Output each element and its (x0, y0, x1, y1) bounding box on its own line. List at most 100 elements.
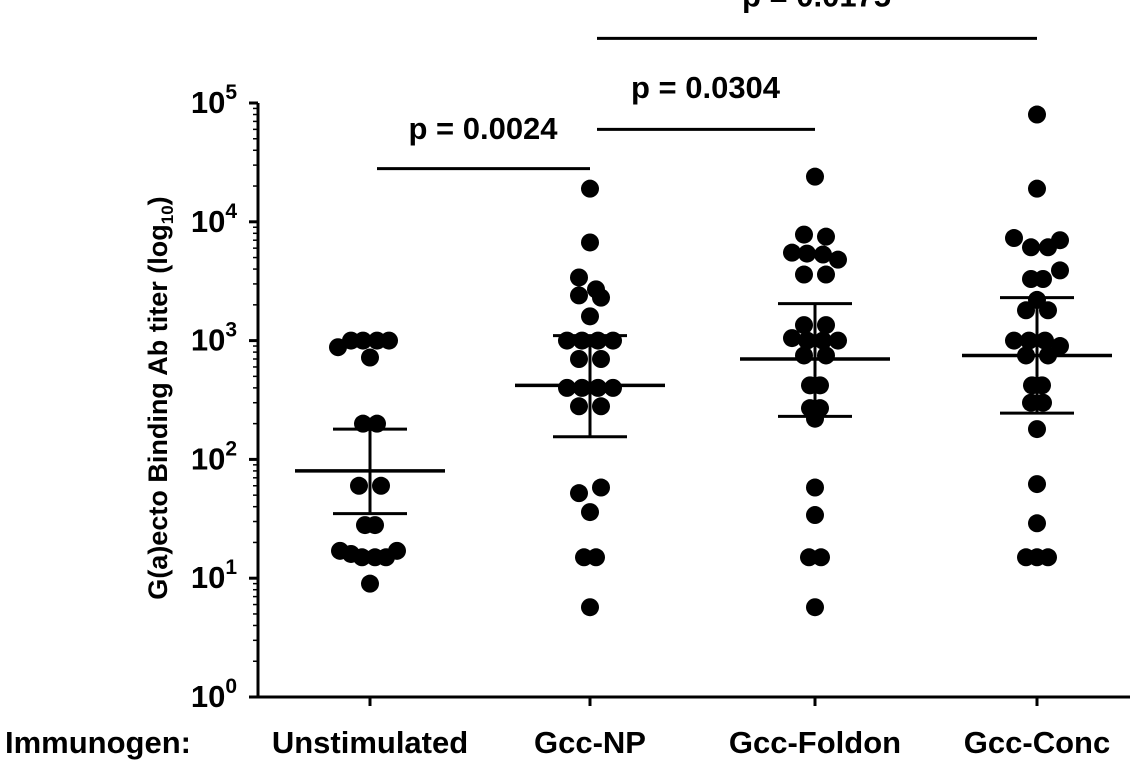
x-axis-label: Immunogen: (5, 725, 191, 760)
data-point (817, 316, 835, 335)
y-tick-label: 101 (191, 556, 237, 595)
data-point (1028, 105, 1046, 124)
data-point (817, 346, 835, 365)
y-tick-exponent: 3 (225, 319, 237, 342)
mean-error-bars (295, 296, 1112, 516)
data-point (814, 245, 832, 264)
data-point (1028, 475, 1046, 494)
data-point (581, 307, 599, 326)
y-tick-label: 104 (191, 200, 237, 239)
significance-annotations: p = 0.0024 p = 0.0304 p = 0.0175 (377, 0, 1037, 171)
data-point (558, 378, 576, 397)
x-tick-label: Gcc-Conc (964, 725, 1110, 760)
data-point (589, 378, 607, 397)
data-point (581, 503, 599, 522)
data-point (570, 268, 588, 287)
data-point (1039, 238, 1057, 257)
data-point (795, 346, 813, 365)
data-point (1028, 514, 1046, 533)
y-tick-exponent: 1 (225, 556, 237, 579)
p-value-label: p = 0.0024 (408, 111, 558, 146)
p-value-label: p = 0.0175 (742, 0, 891, 13)
data-point (814, 331, 832, 350)
x-ticks: Unstimulated Gcc-NP Gcc-Foldon Gcc-Conc (272, 697, 1110, 760)
data-point (587, 548, 605, 567)
data-point (795, 265, 813, 284)
y-tick-label: 103 (191, 319, 237, 358)
data-point (581, 179, 599, 198)
data-point (806, 506, 824, 525)
data-point (829, 331, 847, 350)
data-point (1017, 301, 1035, 320)
data-point (806, 478, 824, 497)
data-point (783, 329, 801, 348)
data-point (1036, 331, 1054, 350)
data-point (1039, 548, 1057, 567)
data-point (783, 243, 801, 262)
data-point (1051, 261, 1069, 280)
data-point (1028, 420, 1046, 439)
data-point (1034, 270, 1052, 289)
y-axis-label: G(a)ecto Binding Ab titer (log10) (143, 196, 177, 599)
y-axis-label-subscript: 10 (158, 205, 177, 224)
y-tick-base: 10 (191, 441, 225, 476)
y-tick-label: 105 (191, 81, 237, 120)
data-point (581, 233, 599, 252)
y-axis-label-text: G(a)ecto Binding Ab titer (log (143, 224, 173, 599)
data-point (604, 378, 622, 397)
data-point (388, 541, 406, 560)
data-point (372, 476, 390, 495)
p-value-label: p = 0.0304 (631, 70, 781, 105)
data-point (570, 484, 588, 503)
data-point (592, 478, 610, 497)
data-point (570, 350, 588, 369)
data-point (350, 476, 368, 495)
y-tick-base: 10 (191, 204, 225, 239)
data-point (795, 316, 813, 335)
y-tick-base: 10 (191, 560, 225, 595)
data-point (1005, 229, 1023, 248)
data-point (573, 378, 591, 397)
data-point (570, 397, 588, 416)
data-point (1020, 331, 1038, 350)
x-tick-label: Unstimulated (272, 725, 468, 760)
x-tick-label: Gcc-Foldon (729, 725, 901, 760)
data-point (581, 598, 599, 617)
data-point (570, 286, 588, 305)
y-tick-label: 100 (191, 675, 237, 714)
data-point (829, 250, 847, 269)
data-point (1039, 301, 1057, 320)
data-point (817, 227, 835, 246)
y-tick-exponent: 5 (225, 81, 237, 104)
data-point (592, 288, 610, 307)
x-tick-label: Gcc-NP (534, 725, 646, 760)
data-point (812, 548, 830, 567)
data-point (795, 225, 813, 244)
data-point (592, 397, 610, 416)
data-point (798, 331, 816, 350)
y-tick-exponent: 2 (225, 437, 237, 460)
data-point (366, 516, 384, 535)
data-point (806, 598, 824, 617)
data-point (1022, 238, 1040, 257)
data-point (817, 265, 835, 284)
data-point (798, 244, 816, 263)
data-point (1028, 179, 1046, 198)
data-point (361, 574, 379, 593)
data-point (354, 331, 372, 350)
y-tick-base: 10 (191, 679, 225, 714)
data-point (380, 331, 398, 350)
data-point (353, 548, 371, 567)
data-point (592, 350, 610, 369)
y-tick-exponent: 4 (225, 200, 237, 223)
axes (256, 103, 1130, 699)
y-tick-base: 10 (191, 85, 225, 120)
y-tick-exponent: 0 (225, 675, 237, 698)
data-points (329, 105, 1069, 617)
y-axis-label-suffix: ) (143, 196, 173, 205)
data-point (361, 348, 379, 367)
y-tick-label: 102 (191, 437, 237, 476)
